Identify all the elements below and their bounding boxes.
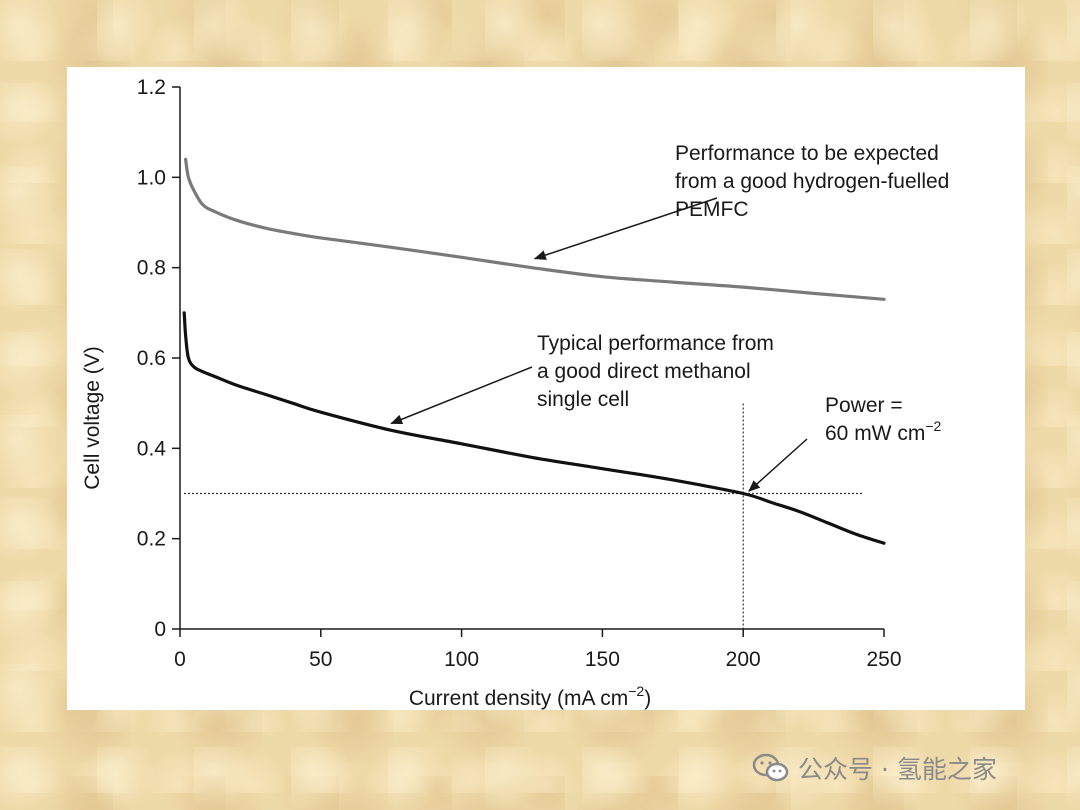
y-tick-label: 1.2 (137, 76, 166, 99)
annotation-3-arrow (748, 438, 808, 492)
annotation-3-line: 60 mW cm−2 (825, 418, 942, 445)
y-tick-label: 0.2 (137, 528, 166, 551)
reference-lines (184, 403, 864, 629)
annotation-2-line: single cell (537, 388, 629, 411)
annotation-3-line: Power = (825, 394, 903, 417)
annotation-1-line: from a good hydrogen-fuelled (675, 170, 949, 193)
chart-panel: 0 0.2 0.4 0.6 0.8 1.0 1.2 0 50 100 150 200 250 Perfo… (67, 67, 1025, 710)
chart: 0 0.2 0.4 0.6 0.8 1.0 1.2 0 50 100 150 200 250 Perfo… (81, 76, 949, 710)
x-tick-label: 50 (309, 648, 332, 671)
x-axis-title: Current density (mA cm−2) (409, 683, 651, 710)
y-axis-title: Cell voltage (V) (81, 346, 104, 490)
axes: 0 0.2 0.4 0.6 0.8 1.0 1.2 0 50 100 150 200 250 (137, 76, 902, 671)
series-group (182, 157, 886, 545)
x-tick-label: 200 (726, 648, 761, 671)
y-tick-label: 0 (154, 618, 166, 641)
y-tick-label: 0.4 (137, 437, 167, 460)
annotation-2-line: Typical performance from (537, 332, 774, 355)
annotation-1-line: Performance to be expected (675, 142, 939, 165)
y-tick-label: 0.6 (137, 347, 166, 370)
watermark: 公众号 · 氢能之家 (752, 748, 997, 788)
annotations: Performance to be expected from a good hy… (390, 142, 949, 492)
series-line-2 (182, 311, 886, 545)
x-tick-label: 0 (174, 648, 186, 671)
x-tick-label: 100 (444, 648, 479, 671)
watermark-text: 公众号 · 氢能之家 (798, 755, 997, 784)
x-tick-label: 250 (866, 648, 901, 671)
x-tick-label: 150 (585, 648, 620, 671)
series-line-1 (184, 157, 886, 301)
y-tick-label: 1.0 (137, 166, 166, 189)
annotation-2-arrow (390, 366, 533, 425)
wechat-icon (752, 753, 789, 782)
annotation-2-line: a good direct methanol (537, 360, 751, 383)
y-tick-label: 0.8 (137, 257, 166, 280)
annotation-1-arrow (533, 197, 718, 260)
annotation-1-line: PEMFC (675, 198, 749, 221)
